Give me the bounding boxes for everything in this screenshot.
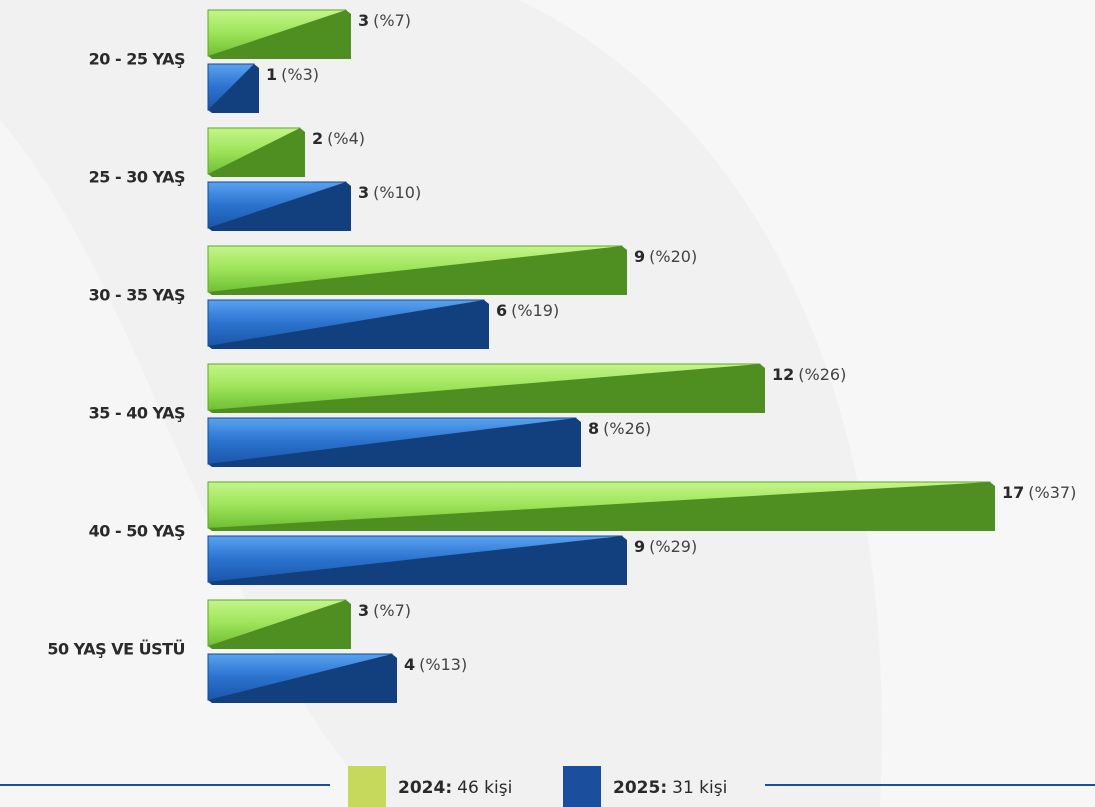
- legend-label: 2024: 46 kişi: [398, 778, 512, 798]
- value-label: 8 (%26): [588, 419, 651, 438]
- value-label: 3 (%7): [358, 11, 411, 30]
- bar-depth: [208, 600, 351, 649]
- value-number: 3: [358, 11, 369, 30]
- value-label: 17 (%37): [1002, 483, 1076, 502]
- value-number: 9: [634, 247, 645, 266]
- value-number: 1: [266, 65, 277, 84]
- bar-depth: [208, 482, 995, 531]
- value-percent: (%37): [1028, 483, 1076, 502]
- value-percent: (%13): [419, 655, 467, 674]
- bar-depth: [208, 128, 305, 177]
- value-number: 8: [588, 419, 599, 438]
- value-percent: (%20): [649, 247, 697, 266]
- category-label: 35 - 40 YAŞ: [89, 404, 185, 423]
- value-number: 3: [358, 601, 369, 620]
- background-shape: [0, 120, 380, 807]
- value-label: 9 (%20): [634, 247, 697, 266]
- category-label: 30 - 35 YAŞ: [89, 286, 185, 305]
- category-label: 50 YAŞ VE ÜSTÜ: [47, 640, 185, 659]
- value-label: 3 (%10): [358, 183, 421, 202]
- value-percent: (%7): [373, 11, 411, 30]
- value-number: 4: [404, 655, 415, 674]
- value-percent: (%10): [373, 183, 421, 202]
- bar-depth: [208, 182, 351, 231]
- legend-total: 31 kişi: [672, 778, 727, 798]
- legend-label: 2025: 31 kişi: [613, 778, 727, 798]
- value-label: 9 (%29): [634, 537, 697, 556]
- value-percent: (%26): [603, 419, 651, 438]
- legend-name: 2024:: [398, 778, 452, 798]
- legend-total: 46 kişi: [457, 778, 512, 798]
- value-label: 1 (%3): [266, 65, 319, 84]
- legend-swatch: [348, 766, 386, 807]
- value-percent: (%4): [327, 129, 365, 148]
- value-number: 9: [634, 537, 645, 556]
- bar-depth: [208, 10, 351, 59]
- legend-name: 2025:: [613, 778, 667, 798]
- value-number: 17: [1002, 483, 1024, 502]
- value-percent: (%29): [649, 537, 697, 556]
- bar-depth: [208, 64, 259, 113]
- category-label: 40 - 50 YAŞ: [89, 522, 185, 541]
- value-percent: (%3): [281, 65, 319, 84]
- bar-depth: [208, 536, 627, 585]
- bar-depth: [208, 654, 397, 703]
- bar-depth: [208, 418, 581, 467]
- bar-depth: [208, 246, 627, 295]
- category-label: 20 - 25 YAŞ: [89, 50, 185, 69]
- value-label: 4 (%13): [404, 655, 467, 674]
- background-shape: [520, 0, 1095, 807]
- value-label: 2 (%4): [312, 129, 365, 148]
- value-number: 3: [358, 183, 369, 202]
- value-label: 6 (%19): [496, 301, 559, 320]
- value-label: 3 (%7): [358, 601, 411, 620]
- value-percent: (%26): [798, 365, 846, 384]
- legend-swatch: [563, 766, 601, 807]
- bar-depth: [208, 364, 765, 413]
- value-number: 2: [312, 129, 323, 148]
- value-percent: (%19): [511, 301, 559, 320]
- value-percent: (%7): [373, 601, 411, 620]
- value-number: 6: [496, 301, 507, 320]
- bar-depth: [208, 300, 489, 349]
- category-label: 25 - 30 YAŞ: [89, 168, 185, 187]
- value-label: 12 (%26): [772, 365, 846, 384]
- value-number: 12: [772, 365, 794, 384]
